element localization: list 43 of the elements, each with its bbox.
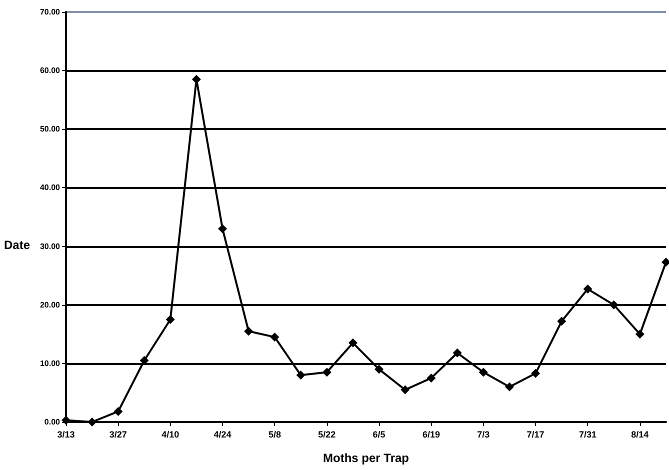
x-tick-label: 3/13 (57, 430, 75, 440)
point (583, 284, 592, 294)
x-tick-label: 7/17 (526, 430, 544, 440)
x-tick-label: 6/5 (372, 430, 386, 440)
point (218, 224, 228, 234)
y-tick-label: 70.00 (40, 8, 61, 16)
point (478, 368, 488, 377)
x-tick-label: 7/3 (477, 430, 490, 440)
y-axis-title: Date (4, 238, 30, 252)
x-tick-label: 5/22 (318, 430, 336, 440)
point (114, 406, 123, 416)
y-tick-label: 60.00 (40, 66, 61, 76)
point (374, 364, 384, 374)
x-tick-label: 5/8 (268, 430, 281, 440)
point (426, 374, 436, 383)
y-tick-label: 40.00 (40, 183, 61, 192)
point (166, 315, 175, 324)
point (504, 382, 514, 392)
point (557, 316, 566, 326)
x-tick-label: 7/31 (578, 430, 597, 440)
y-tick-label: 50.00 (40, 124, 61, 134)
y-tick-label: 10.00 (40, 358, 61, 368)
point (192, 74, 201, 84)
y-tick-label: 20.00 (40, 300, 61, 310)
x-axis-title: Moths per Trap (322, 451, 410, 465)
x-tick-label: 8/14 (631, 430, 649, 440)
point (609, 300, 618, 310)
point (531, 368, 540, 378)
x-tick-label: 6/19 (422, 430, 440, 440)
point (322, 368, 332, 377)
point (400, 385, 410, 394)
point (635, 330, 644, 339)
y-tick-label: 0.00 (44, 418, 61, 426)
point (270, 332, 280, 342)
x-tick-label: 4/10 (162, 430, 180, 440)
x-tick-label: 3/27 (109, 430, 127, 440)
point (452, 348, 462, 358)
point (348, 338, 358, 348)
point (296, 370, 306, 380)
point (244, 326, 254, 336)
point (62, 416, 70, 425)
x-tick-label: 4/24 (214, 430, 232, 440)
y-tick-label: 30.00 (40, 242, 61, 251)
